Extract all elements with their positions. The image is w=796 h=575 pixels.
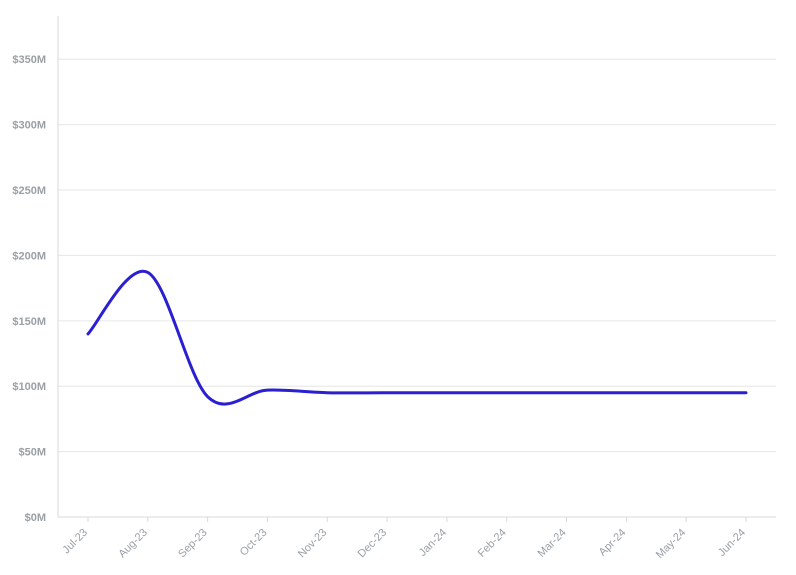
x-tick-label: Oct-23 (238, 527, 270, 559)
x-tick-label: Nov-23 (296, 527, 330, 561)
x-tick-label: Aug-23 (116, 527, 150, 561)
y-tick-label: $350M (12, 54, 46, 66)
x-tick-label: Jan-24 (417, 527, 449, 559)
x-tick-label: Mar-24 (536, 527, 569, 560)
x-tick-label: Feb-24 (476, 527, 509, 560)
y-tick-label: $0M (25, 512, 46, 524)
x-tick-label: Jul-23 (60, 527, 90, 557)
y-axis-tick-labels: $0M $50M $100M $150M $200M $250M $300M $350M (12, 54, 46, 524)
grid-lines (58, 58, 776, 453)
x-tick-label: Sep-23 (176, 527, 210, 561)
y-tick-label: $100M (12, 381, 46, 393)
y-tick-label: $200M (12, 250, 46, 262)
series-line (86, 269, 748, 406)
x-tick-label: Apr-24 (597, 527, 629, 559)
x-tick-label: Dec-23 (356, 527, 390, 561)
x-axis-tick-labels: Jul-23 Aug-23 Sep-23 Oct-23 Nov-23 Dec-23 Jan-… (60, 527, 748, 561)
y-tick-label: $150M (12, 316, 46, 328)
axes (57, 16, 776, 522)
x-tick-label: May-24 (654, 527, 688, 561)
x-tick-label: Jun-24 (716, 527, 748, 559)
y-tick-label: $250M (12, 185, 46, 197)
y-tick-label: $300M (12, 120, 46, 132)
y-tick-label: $50M (18, 447, 46, 459)
series-lines (86, 269, 748, 406)
